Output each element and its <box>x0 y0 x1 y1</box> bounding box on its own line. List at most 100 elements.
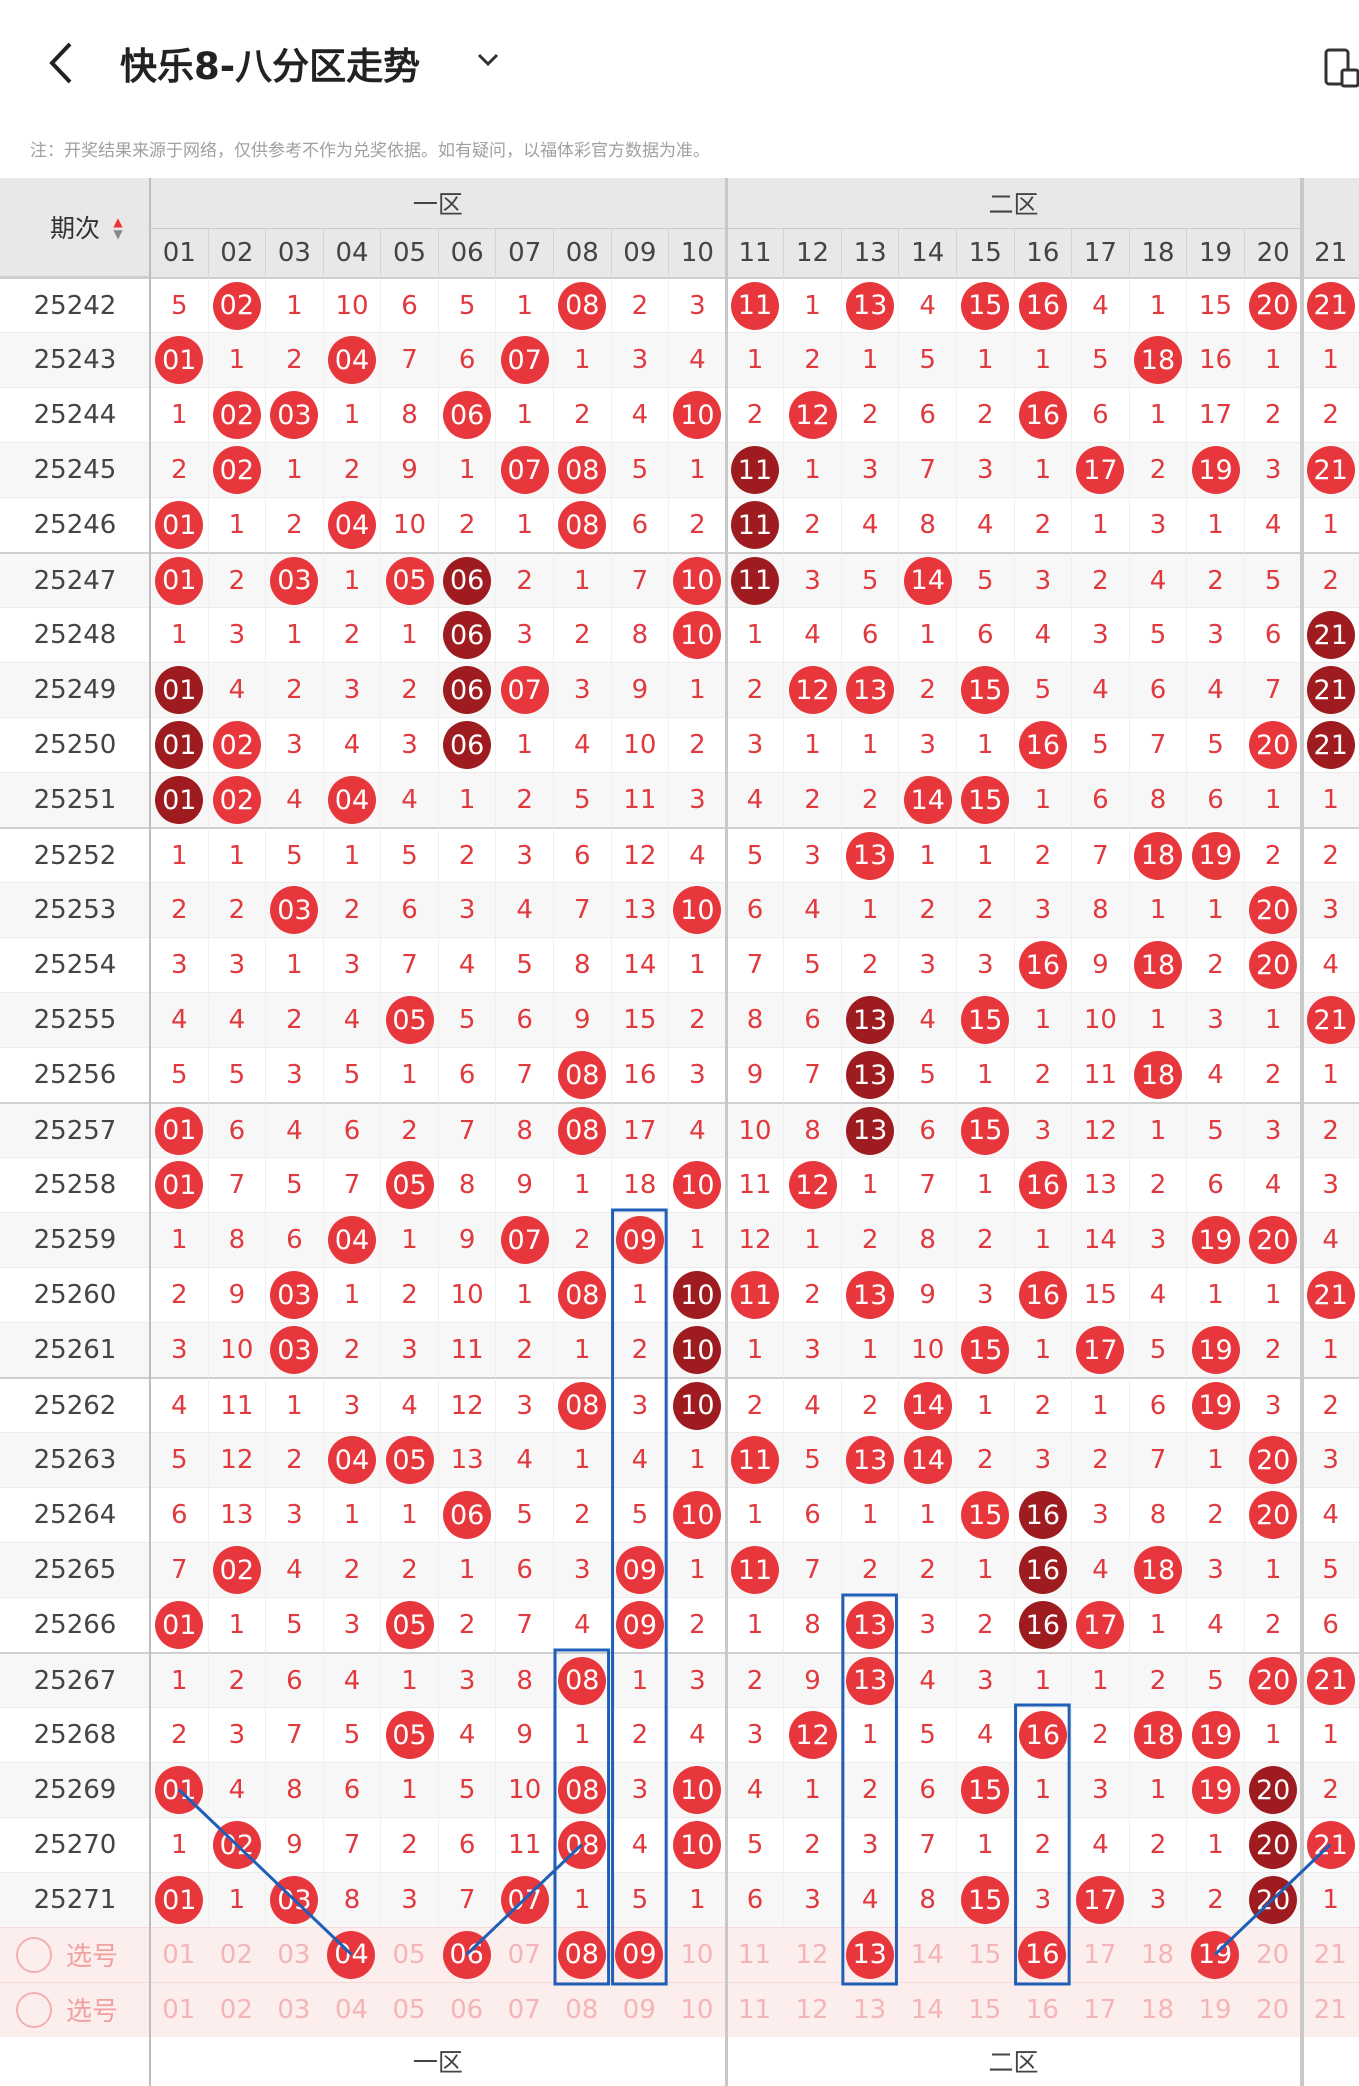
issue-header[interactable]: 期次 <box>0 178 150 277</box>
cell: 2 <box>207 552 266 607</box>
pick-cell[interactable]: 15 <box>956 1927 1014 1982</box>
pick-cell[interactable]: 07 <box>495 1982 553 2037</box>
cell: 1 <box>207 827 266 882</box>
pick-cell[interactable]: 01 <box>150 1927 208 1982</box>
cell: 10 <box>610 717 669 772</box>
picked-ball: 08 <box>557 1930 606 1979</box>
pick-cell[interactable]: 09 <box>611 1982 669 2037</box>
miss-count: 1 <box>631 1280 649 1310</box>
miss-count: 2 <box>689 510 706 540</box>
pick-cell[interactable]: 21 <box>1301 1927 1359 1982</box>
miss-count: 3 <box>861 455 879 485</box>
pick-cell[interactable]: 19 <box>1186 1982 1244 2037</box>
pick-cell[interactable]: 04 <box>323 1927 381 1982</box>
cell: 2 <box>840 1762 899 1817</box>
pick-cell[interactable]: 18 <box>1129 1927 1187 1982</box>
miss-count: 6 <box>171 1500 188 1530</box>
pick-cell[interactable]: 17 <box>1071 1927 1129 1982</box>
pick-cell[interactable]: 13 <box>841 1927 899 1982</box>
column-header: 18 <box>1128 229 1187 277</box>
pick-cell[interactable]: 10 <box>668 1982 726 2037</box>
cell: 3 <box>1013 1102 1072 1157</box>
cell: 1 <box>1243 1542 1302 1597</box>
miss-count: 2 <box>574 400 591 430</box>
pick-cell[interactable]: 06 <box>438 1927 496 1982</box>
pick-cell[interactable]: 08 <box>553 1927 611 1982</box>
pick-cell[interactable]: 14 <box>898 1927 956 1982</box>
pick-cell[interactable]: 10 <box>668 1927 726 1982</box>
back-button[interactable] <box>40 40 80 86</box>
cell: 14 <box>898 552 956 607</box>
pick-label[interactable]: 选号 <box>16 1927 140 1982</box>
drawn-ball: 10 <box>673 611 722 659</box>
cell: 7 <box>437 1102 496 1157</box>
cell: 11 <box>725 552 784 607</box>
pick-cell[interactable]: 18 <box>1129 1982 1187 2037</box>
pick-cell[interactable]: 15 <box>956 1982 1014 2037</box>
cell: 10 <box>668 1817 726 1872</box>
pick-cell[interactable]: 11 <box>726 1982 784 2037</box>
dropdown-toggle[interactable] <box>476 52 500 68</box>
cell: 08 <box>553 277 611 332</box>
pick-cell[interactable]: 20 <box>1244 1982 1302 2037</box>
miss-count: 1 <box>1322 1060 1339 1090</box>
device-icon[interactable] <box>1322 44 1359 88</box>
cell: 7 <box>437 1872 496 1927</box>
miss-count: 4 <box>1149 565 1167 596</box>
pick-cell[interactable]: 19 <box>1186 1927 1244 1982</box>
pick-cell[interactable]: 09 <box>611 1927 669 1982</box>
miss-count: 1 <box>458 455 476 485</box>
cell: 1 <box>1013 1652 1072 1707</box>
cell: 3 <box>783 827 841 882</box>
pick-cell[interactable]: 16 <box>1014 1927 1072 1982</box>
drawn-ball: 09 <box>615 1216 664 1264</box>
cell: 9 <box>725 1047 784 1102</box>
pick-cell[interactable]: 13 <box>841 1982 899 2037</box>
cell: 6 <box>265 1212 323 1267</box>
pick-cell[interactable]: 12 <box>783 1982 841 2037</box>
cell: 1 <box>207 332 266 387</box>
cell: 2 <box>1243 827 1302 882</box>
miss-count: 3 <box>1149 1885 1167 1915</box>
cell: 01 <box>150 772 208 827</box>
miss-count: 4 <box>919 290 936 321</box>
cell: 7 <box>207 1157 266 1212</box>
miss-count: 11 <box>508 1830 542 1860</box>
pick-cell[interactable]: 14 <box>898 1982 956 2037</box>
cell: 2 <box>898 1542 956 1597</box>
cell: 5 <box>150 1432 208 1487</box>
cell: 2 <box>265 332 323 387</box>
cell: 8 <box>265 1762 323 1817</box>
pick-cell[interactable]: 01 <box>150 1982 208 2037</box>
pick-cell[interactable]: 07 <box>495 1927 553 1982</box>
pick-cell[interactable]: 06 <box>438 1982 496 2037</box>
miss-count: 3 <box>689 1665 706 1696</box>
pick-cell[interactable]: 02 <box>208 1927 266 1982</box>
pick-cell[interactable]: 04 <box>323 1982 381 2037</box>
pick-cell[interactable]: 16 <box>1014 1982 1072 2037</box>
drawn-ball: 01 <box>155 776 204 824</box>
pick-cell[interactable]: 17 <box>1071 1982 1129 2037</box>
miss-count: 1 <box>1149 1005 1167 1035</box>
pick-cell[interactable]: 05 <box>380 1927 438 1982</box>
cell: 16 <box>1013 717 1072 772</box>
drawn-ball: 14 <box>903 556 952 605</box>
pick-cell[interactable]: 03 <box>265 1927 323 1982</box>
pick-cell[interactable]: 05 <box>380 1982 438 2037</box>
pick-cell[interactable]: 21 <box>1301 1982 1359 2037</box>
cell: 8 <box>380 387 438 442</box>
pick-cell[interactable]: 20 <box>1244 1927 1302 1982</box>
pick-cell[interactable]: 11 <box>726 1927 784 1982</box>
miss-count: 3 <box>746 730 764 760</box>
pick-label[interactable]: 选号 <box>16 1982 140 2037</box>
pick-cell[interactable]: 12 <box>783 1927 841 1982</box>
cell: 1 <box>437 442 496 497</box>
cell: 03 <box>265 882 323 937</box>
miss-count: 5 <box>1149 620 1167 650</box>
miss-count: 2 <box>228 1665 246 1696</box>
pick-cell[interactable]: 03 <box>265 1982 323 2037</box>
pick-cell[interactable]: 08 <box>553 1982 611 2037</box>
cell: 2 <box>1301 1377 1359 1432</box>
pick-cell[interactable]: 02 <box>208 1982 266 2037</box>
miss-count: 2 <box>171 455 188 485</box>
